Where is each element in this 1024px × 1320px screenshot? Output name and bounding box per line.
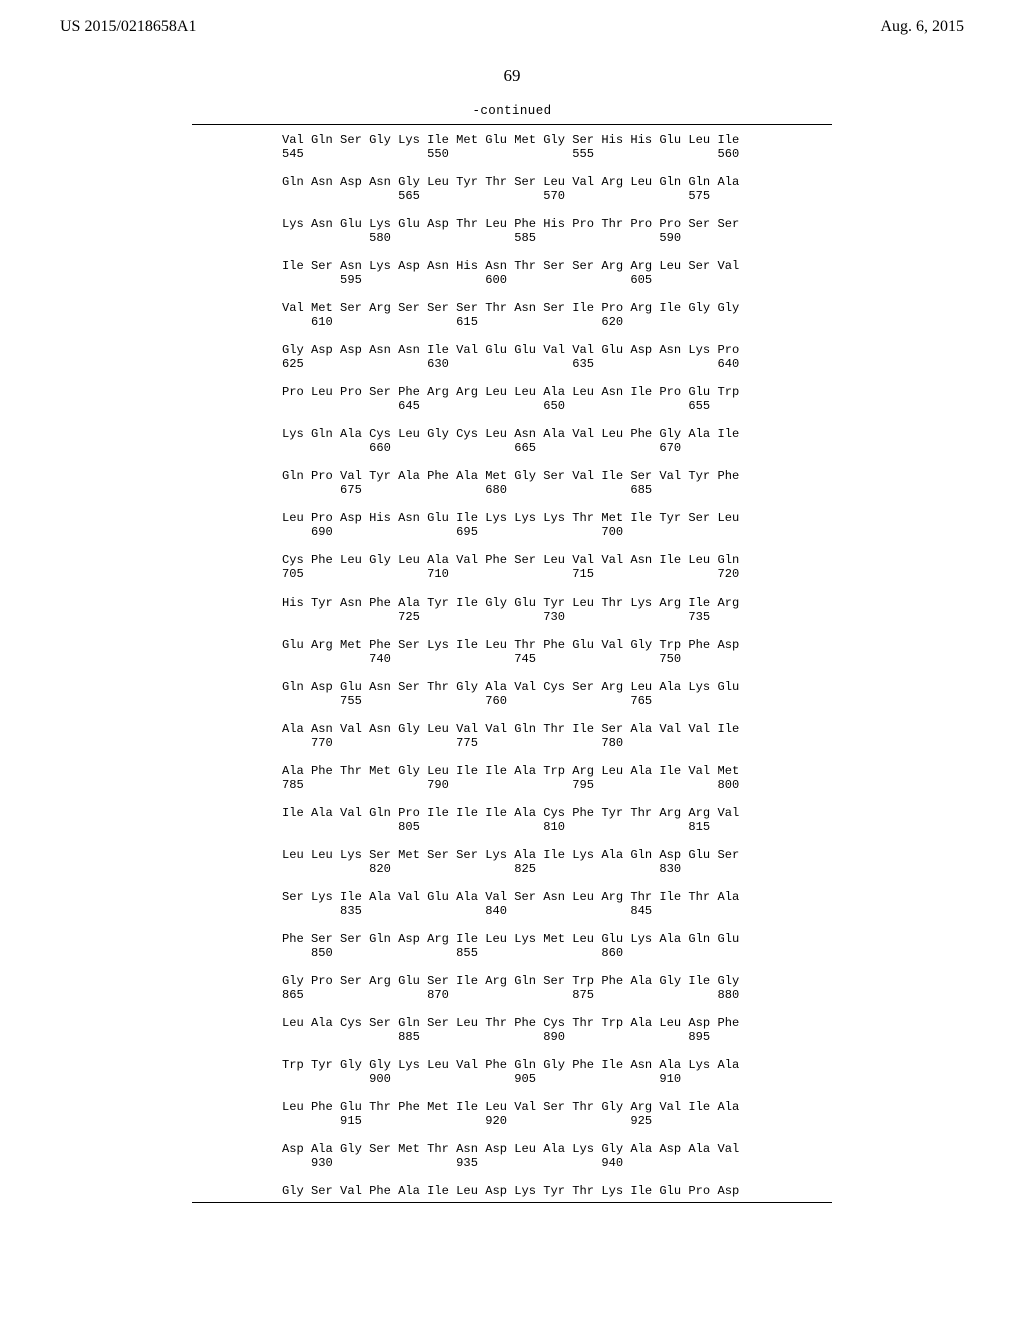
sequence-container: Val Gln Ser Gly Lys Ile Met Glu Met Gly … (192, 124, 832, 1203)
page-header: US 2015/0218658A1 Aug. 6, 2015 (0, 0, 1024, 40)
publication-id: US 2015/0218658A1 (60, 18, 196, 36)
page-number: 69 (0, 66, 1024, 86)
continued-label: -continued (0, 104, 1024, 118)
publication-date: Aug. 6, 2015 (880, 18, 964, 36)
sequence-listing: Val Gln Ser Gly Lys Ile Met Glu Met Gly … (192, 133, 832, 1198)
